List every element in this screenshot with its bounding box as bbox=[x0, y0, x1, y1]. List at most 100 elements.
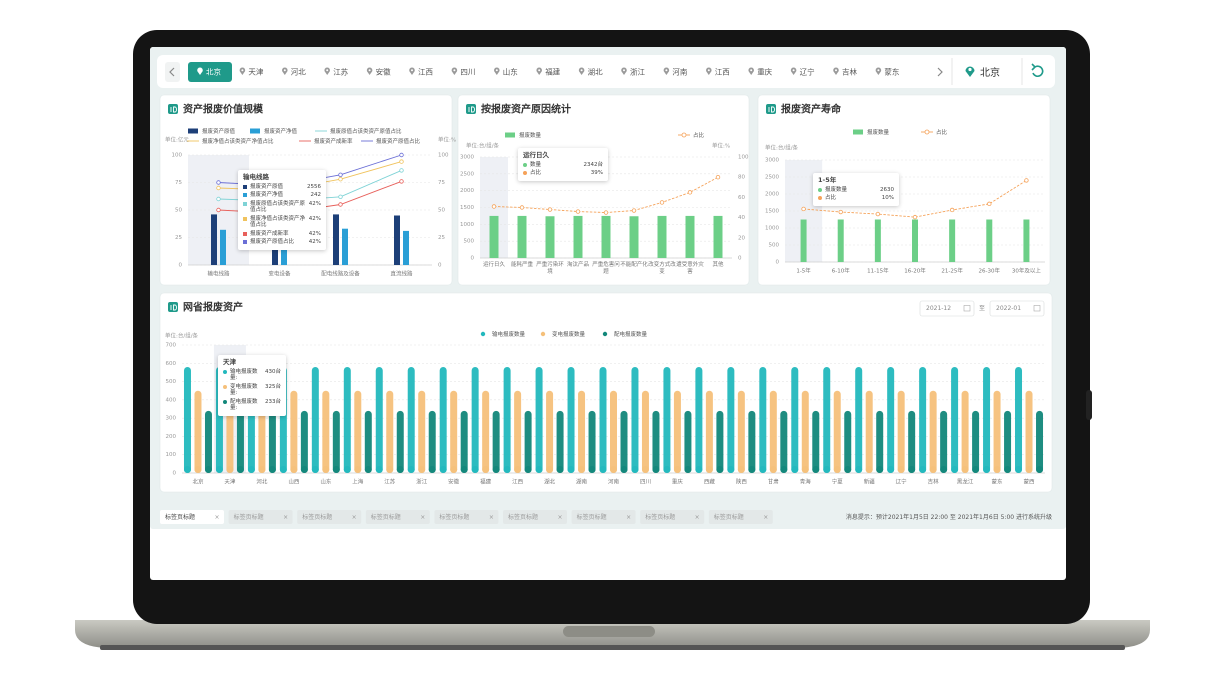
footer-tab-close: × bbox=[763, 514, 768, 521]
bar-base bbox=[727, 466, 735, 473]
bar bbox=[290, 390, 298, 473]
x-tick-label: 运行日久 bbox=[482, 262, 505, 268]
x-tick-label: 蒙西 bbox=[1024, 478, 1036, 486]
tooltip-label: 占比 bbox=[825, 195, 837, 201]
bar bbox=[833, 390, 841, 473]
line-point bbox=[338, 172, 343, 177]
bar bbox=[460, 410, 468, 473]
line-point bbox=[1024, 178, 1029, 183]
legend-marker bbox=[480, 331, 486, 337]
tooltip-label: 报废资产成新率 bbox=[250, 230, 289, 237]
line-point bbox=[338, 176, 343, 182]
refresh-icon[interactable] bbox=[1032, 65, 1044, 77]
pin-icon-dot bbox=[665, 69, 668, 72]
line-point bbox=[216, 196, 221, 202]
bar bbox=[919, 366, 927, 473]
tooltip-marker bbox=[243, 184, 247, 189]
x-tick-label: 上海 bbox=[352, 478, 364, 486]
bar bbox=[439, 366, 447, 473]
nav-next-arrow[interactable] bbox=[937, 67, 943, 77]
tooltip-label: 配电报废数量: bbox=[230, 398, 258, 412]
current-location: 北京 bbox=[980, 66, 1000, 79]
line-point bbox=[575, 209, 581, 214]
legend-label: 配电报废数量 bbox=[614, 330, 648, 338]
nav-tab-active[interactable] bbox=[188, 62, 232, 82]
bar-base bbox=[801, 466, 809, 473]
bar-base bbox=[631, 466, 639, 473]
line-point bbox=[399, 159, 404, 164]
date-input[interactable] bbox=[919, 300, 975, 317]
footer-tab-close: × bbox=[557, 514, 562, 521]
x-tick-label: 直流线路 bbox=[390, 270, 413, 278]
x-tick-label: 6-10年 bbox=[832, 267, 850, 275]
y-tick-label: 100 bbox=[166, 452, 177, 458]
x-tick-label: 四川 bbox=[640, 479, 651, 486]
y-tick-label: 0 bbox=[471, 256, 475, 262]
footer-tab[interactable] bbox=[228, 510, 293, 524]
refresh-icon-head bbox=[1031, 63, 1037, 71]
bar-base bbox=[972, 466, 980, 473]
tooltip-label: 报废净值占该类资产净值占比 bbox=[250, 215, 306, 229]
panel bbox=[457, 94, 750, 286]
bar-base bbox=[300, 466, 308, 473]
footer-tab[interactable] bbox=[160, 510, 224, 524]
pin-icon-dot bbox=[368, 69, 371, 72]
bar-base bbox=[1004, 466, 1012, 473]
nav-tab-label: 江西 bbox=[418, 68, 433, 77]
bar bbox=[403, 230, 409, 265]
bar-base bbox=[791, 466, 799, 473]
bar-base bbox=[951, 466, 959, 473]
tooltip-marker bbox=[243, 240, 247, 244]
tooltip-marker bbox=[523, 171, 527, 175]
nav-prev[interactable] bbox=[165, 62, 180, 82]
laptop-button bbox=[1086, 390, 1092, 420]
x-tick-label: 改变方式改变 bbox=[648, 262, 676, 275]
line-point bbox=[987, 201, 992, 207]
bar-base bbox=[450, 466, 458, 473]
x-tick-label: 天津 bbox=[224, 479, 236, 486]
footer-tab[interactable] bbox=[571, 510, 636, 524]
y2-tick-label: 50 bbox=[438, 208, 445, 214]
bar bbox=[567, 366, 575, 473]
bar bbox=[1025, 390, 1033, 473]
pin-icon-dot bbox=[495, 69, 498, 72]
bar bbox=[343, 366, 351, 473]
legend-label: 报废数量 bbox=[519, 131, 542, 139]
line-point bbox=[399, 152, 404, 158]
bar-base bbox=[396, 466, 404, 473]
bar bbox=[823, 366, 831, 473]
bar-base bbox=[887, 466, 895, 473]
y-tick-label: 2500 bbox=[765, 175, 779, 181]
footer-tab[interactable] bbox=[640, 510, 705, 524]
nav-tab-label: 浙江 bbox=[630, 67, 645, 77]
y-tick-label: 400 bbox=[166, 397, 177, 403]
bar-base bbox=[524, 466, 532, 473]
location-pin-dot bbox=[968, 67, 972, 72]
date-input[interactable] bbox=[989, 300, 1045, 317]
footer-tab[interactable] bbox=[365, 510, 430, 524]
pin-icon-dot bbox=[241, 69, 244, 72]
bar bbox=[876, 410, 884, 473]
bar bbox=[929, 390, 937, 473]
nav-prev-arrow bbox=[169, 67, 175, 77]
legend-label: 输电报废数量 bbox=[492, 330, 526, 338]
x-tick-label: 配电线路及设备 bbox=[321, 270, 360, 278]
x-tick-label: 甘肃 bbox=[768, 478, 780, 486]
tooltip-label: 输电报废数量: bbox=[230, 368, 258, 382]
nav-tab-label: 江西 bbox=[715, 68, 730, 77]
bar bbox=[641, 390, 649, 473]
tooltip-value: 430台 bbox=[265, 368, 281, 375]
bar bbox=[524, 410, 532, 473]
y-unit: 单位:亿元 bbox=[165, 136, 189, 144]
bar bbox=[993, 390, 1001, 473]
x-tick-label: 严重污染环境 bbox=[536, 262, 564, 275]
bar bbox=[354, 390, 362, 473]
line-point bbox=[838, 209, 843, 215]
footer-tab[interactable] bbox=[503, 510, 567, 524]
bar bbox=[428, 410, 436, 473]
footer-tab[interactable] bbox=[434, 510, 499, 524]
footer-tab[interactable] bbox=[708, 510, 773, 524]
nav-tab-label: 河北 bbox=[291, 68, 306, 77]
footer-tab[interactable] bbox=[297, 510, 362, 524]
y-tick-label: 0 bbox=[179, 263, 183, 269]
